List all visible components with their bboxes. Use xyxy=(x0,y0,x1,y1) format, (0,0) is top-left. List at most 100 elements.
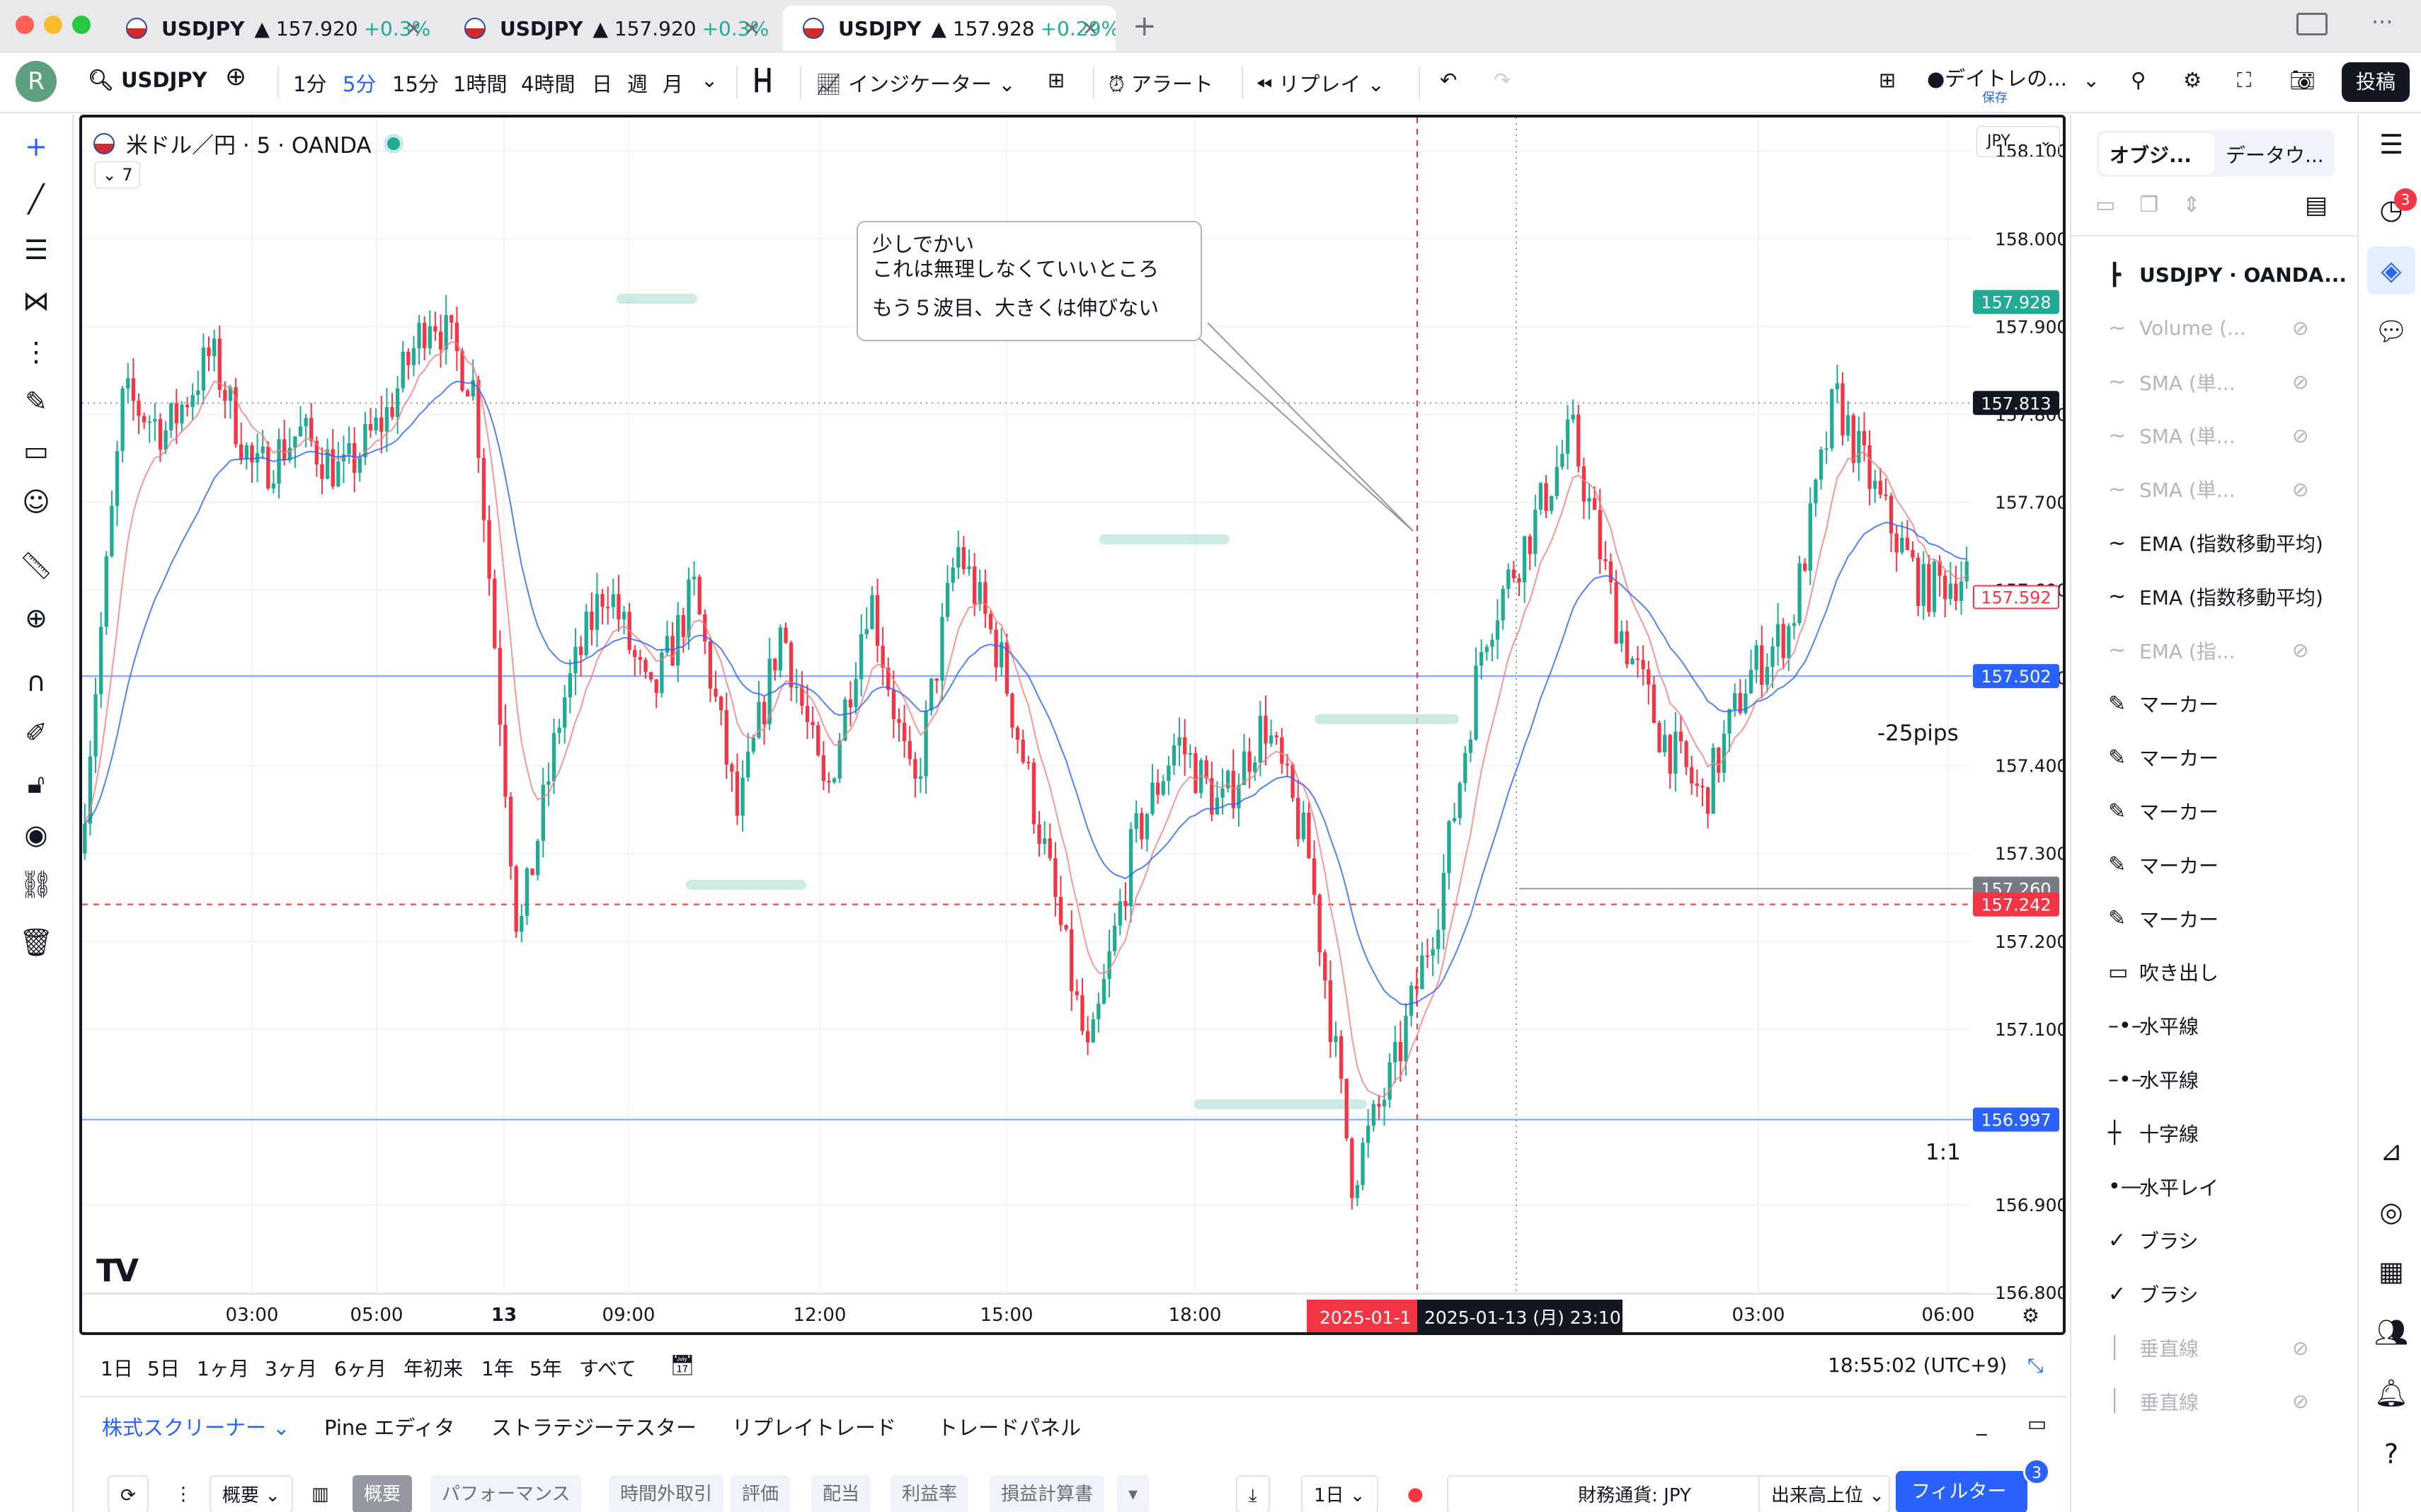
more-filters-chevron-icon[interactable]: ▾ xyxy=(1117,1475,1150,1512)
object-tree-layers-icon[interactable]: ◈ xyxy=(2381,255,2402,286)
calendar-icon[interactable]: ▦ xyxy=(2379,1256,2404,1287)
range-1m[interactable]: 1ヶ月 xyxy=(197,1357,249,1380)
hidden-eye-icon[interactable]: ⊘ xyxy=(2292,1390,2309,1414)
filter-overview-active[interactable]: 概要 xyxy=(353,1475,413,1512)
compare-plus-icon[interactable]: ⊕ xyxy=(225,62,247,91)
timezone-clock[interactable]: 18:55:02 (UTC+9) xyxy=(1828,1353,2008,1377)
object-tree-item[interactable]: ┣ USDJPY · OANDA... xyxy=(2108,260,2349,289)
filter-button[interactable]: フィルター ⚟ xyxy=(1896,1471,2027,1512)
currency-selector[interactable]: JPY ⌄ xyxy=(1976,126,2060,157)
hidden-eye-icon[interactable]: ⊘ xyxy=(2292,316,2309,340)
screen-layout-icon[interactable] xyxy=(2296,13,2328,35)
minimize-panel-icon[interactable]: _ xyxy=(1976,1411,1987,1436)
risk-reward-label[interactable]: 1:1 xyxy=(1925,1140,1961,1165)
object-tree-item[interactable]: ✎ マーカー xyxy=(2108,851,2349,879)
price-chart-canvas[interactable]: 158.100158.000157.900157.800157.700157.6… xyxy=(82,118,2063,1332)
more-dots-icon[interactable]: ··· xyxy=(2371,8,2393,35)
object-tree-item[interactable]: ✓ ブラシ xyxy=(2108,1226,2349,1254)
range-all[interactable]: すべて xyxy=(579,1357,636,1380)
interval-dropdown-chevron-icon[interactable]: ⌄ xyxy=(701,68,719,92)
tab-stock-screener[interactable]: 株式スクリーナー ⌄ xyxy=(102,1411,290,1441)
symbol-search-button[interactable]: 🔍︎ USDJPY xyxy=(88,68,207,93)
object-tree-item[interactable]: ▭ 吹き出し xyxy=(2108,958,2349,986)
help-question-icon[interactable]: ? xyxy=(2383,1438,2399,1470)
close-tab-icon[interactable]: ✕ xyxy=(405,17,422,40)
filter-valuation[interactable]: 評価 xyxy=(731,1475,791,1512)
alert-button[interactable]: ⏰︎ アラート xyxy=(1109,68,1213,98)
tab-pine-editor[interactable]: Pine エディタ xyxy=(324,1416,455,1440)
select-all-folder-icon[interactable]: ▤ xyxy=(2305,191,2328,219)
object-tree-item[interactable]: ∼ SMA (単... ⊘ xyxy=(2108,368,2349,396)
object-tree-item[interactable]: ∼ Volume (... ⊘ xyxy=(2108,314,2349,343)
range-5y[interactable]: 5年 xyxy=(530,1357,562,1380)
maximize-panel-icon[interactable]: ▭ xyxy=(2027,1411,2047,1436)
object-tree-item[interactable]: –•– 水平線 xyxy=(2108,1012,2349,1040)
filter-dividends[interactable]: 配当 xyxy=(811,1475,871,1512)
interval-5m-active[interactable]: 5分 xyxy=(343,72,377,96)
range-ytd[interactable]: 年初来 xyxy=(404,1357,464,1380)
layout-chevron-down-icon[interactable]: ⌄ xyxy=(2083,68,2100,92)
indicators-button[interactable]: 📈︎ インジケーター ⌄ xyxy=(815,68,1016,98)
move-layer-icon[interactable]: ⇕ xyxy=(2182,193,2225,217)
auto-scale-icon[interactable]: ⤡ xyxy=(2027,1353,2044,1377)
hide-drawings-eye-icon[interactable]: ◉ xyxy=(24,819,48,850)
object-tree-item[interactable]: ┼ 十字線 xyxy=(2108,1119,2349,1147)
object-tree-item[interactable]: ∼ EMA (指数移動平均) xyxy=(2108,529,2349,557)
object-tree-item[interactable]: ∼ SMA (単... ⊘ xyxy=(2108,421,2349,449)
range-5d[interactable]: 5日 xyxy=(147,1357,180,1380)
pattern-xabcd-icon[interactable]: ⋈ xyxy=(23,285,50,316)
crosshair-cursor-icon[interactable]: + xyxy=(25,131,47,162)
symbol-legend-label[interactable]: 米ドル／円 · 5 · OANDA xyxy=(126,133,372,159)
lock-drawings-icon[interactable]: 🔓︎ xyxy=(27,768,45,799)
emoji-icon[interactable]: ☺ xyxy=(22,486,50,517)
layout-name-button[interactable]: ●デイトレの... xyxy=(1927,62,2067,92)
user-avatar[interactable]: R xyxy=(16,61,57,102)
screener-interval-dropdown[interactable]: 1日 ⌄ xyxy=(1301,1475,1378,1512)
watchlist-icon[interactable]: ☰ xyxy=(2379,129,2404,160)
text-comment-icon[interactable]: ▭ xyxy=(23,435,49,466)
camera-snapshot-icon[interactable]: 📷︎ xyxy=(2289,68,2316,92)
close-tab-icon[interactable]: ✕ xyxy=(1082,17,1099,40)
community-people-icon[interactable]: 👥︎ xyxy=(2374,1317,2409,1348)
tab-strategy-tester[interactable]: ストラテジーテスター xyxy=(491,1416,697,1440)
range-3m[interactable]: 3ヶ月 xyxy=(265,1357,317,1380)
object-tree-item[interactable]: •— 水平レイ xyxy=(2108,1173,2349,1201)
undo-icon[interactable]: ↶ xyxy=(1440,68,1458,92)
chart-callout-note[interactable]: 少しでかい これは無理しなくていいところ もう５波目、大きくは伸びない xyxy=(857,221,1202,341)
object-tree-item[interactable]: │ 垂直線 ⊘ xyxy=(2108,1387,2349,1416)
tab-usdjpy-2[interactable]: USDJPY ▲ 157.920 +0.3% ✕ xyxy=(445,6,777,51)
object-tree-item[interactable]: ✎ マーカー xyxy=(2108,743,2349,772)
quick-search-icon[interactable]: ⚲ xyxy=(2131,68,2146,92)
trash-remove-icon[interactable]: 🗑︎ xyxy=(18,927,54,958)
interval-15m[interactable]: 15分 xyxy=(392,72,439,96)
object-tree-item[interactable]: ✎ マーカー xyxy=(2108,905,2349,933)
settings-gear-icon[interactable]: ⚙ xyxy=(2183,68,2202,92)
hidden-eye-icon[interactable]: ⊘ xyxy=(2292,638,2309,663)
magnet-icon[interactable]: ∩ xyxy=(26,666,46,697)
object-tree-item[interactable]: ∼ EMA (指数移動平均) xyxy=(2108,583,2349,611)
zoom-window-button[interactable] xyxy=(72,16,91,34)
sync-link-icon[interactable]: ⛓ xyxy=(18,869,54,900)
stay-drawing-mode-icon[interactable]: ✐ xyxy=(25,717,47,748)
new-tab-plus-icon[interactable]: + xyxy=(1133,10,1157,42)
clone-icon[interactable]: ❐ xyxy=(2139,193,2183,217)
interval-month[interactable]: 月 xyxy=(663,72,684,96)
filter-margins[interactable]: 利益率 xyxy=(891,1475,969,1512)
filter-income-statement[interactable]: 損益計算書 xyxy=(990,1475,1105,1512)
tab-object-tree[interactable]: オブジ... xyxy=(2110,144,2192,167)
close-tab-icon[interactable]: ✕ xyxy=(743,17,760,40)
trend-line-icon[interactable]: ╱ xyxy=(28,183,45,214)
forecast-icon[interactable]: ⋮ xyxy=(23,336,50,367)
download-icon[interactable]: ⤓ xyxy=(1236,1475,1270,1512)
interval-1m[interactable]: 1分 xyxy=(293,72,327,96)
ema-slow-line[interactable] xyxy=(84,380,1967,1006)
ema-fast-line[interactable] xyxy=(84,340,1967,1098)
record-dot-icon[interactable]: ● xyxy=(1396,1475,1435,1512)
brush-icon[interactable]: ✎ xyxy=(25,386,47,417)
more-options-icon[interactable]: ⋮ xyxy=(163,1475,204,1512)
tab-usdjpy-active[interactable]: USDJPY ▲ 157.928 +0.29% ✕ xyxy=(783,6,1116,51)
chart-pane[interactable]: 158.100158.000157.900157.800157.700157.6… xyxy=(79,115,2066,1335)
replay-button[interactable]: ⏪︎ リプレイ ⌄ xyxy=(1256,68,1385,98)
tab-data-window[interactable]: データウ... xyxy=(2226,144,2324,167)
trading-chart-icon[interactable]: ⊿ xyxy=(2380,1135,2403,1167)
